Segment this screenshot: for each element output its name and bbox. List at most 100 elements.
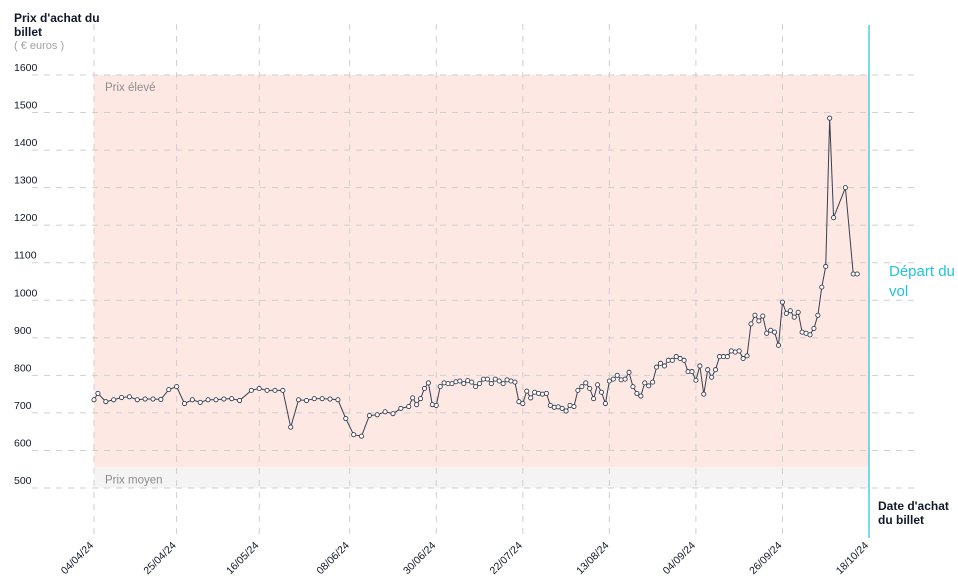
price-point [811,325,817,331]
price-point [547,402,553,408]
x-tick-label: 22/07/24 [488,540,525,577]
x-axis-title: Date d'achat du billet [878,499,949,527]
band-high [94,75,869,468]
price-point [657,360,664,366]
price-point [158,396,164,402]
price-point [264,387,270,393]
price-point [142,396,148,402]
price-point [437,384,443,390]
price-point [598,389,605,395]
y-axis-unit: ( € euros ) [14,40,65,52]
grid-lines [32,24,918,540]
price-markers [91,115,860,439]
y-tick-label: 1200 [14,212,38,224]
price-point [512,379,518,385]
departure-label: Départ du vol [889,263,955,300]
price-point [709,374,715,380]
price-point [697,363,703,369]
price-point [673,354,679,360]
y-tick-label: 800 [14,362,32,374]
price-point [724,354,730,360]
y-tick-label: 1300 [14,175,38,187]
price-point [618,377,624,383]
price-point [787,308,793,314]
price-point [441,380,447,386]
price-point [429,402,435,408]
price-point [752,312,758,318]
price-point [614,372,620,378]
price-point [421,385,428,392]
price-point [406,403,412,410]
price-point [492,376,498,382]
price-point [272,387,278,393]
price-point [366,412,372,419]
price-point [382,409,388,415]
price-point [559,405,565,411]
price-point [831,215,837,221]
price-point [343,415,349,422]
price-point [327,396,333,402]
price-point [823,263,829,270]
band-average [94,467,869,488]
price-point [500,381,506,387]
price-point [414,402,420,408]
price-point [693,377,699,383]
price-point [237,397,243,404]
price-point [571,403,577,410]
price-point [591,396,597,402]
x-tick-label: 13/08/24 [574,540,611,577]
x-tick-label: 04/09/24 [661,540,698,577]
y-tick-label: 600 [14,437,32,449]
price-point [689,369,695,375]
price-point [595,382,601,388]
price-point [95,390,101,396]
price-point [736,348,742,354]
price-point [827,115,833,121]
price-point [740,355,746,362]
price-point [111,397,117,403]
price-point [713,367,719,373]
price-point [677,355,683,362]
price-point [528,395,534,401]
y-tick-label: 1000 [14,287,38,299]
price-point [626,369,632,375]
price-point [583,380,589,386]
price-point [484,376,490,382]
price-point [779,299,786,305]
price-point [425,380,431,386]
price-point [166,387,172,393]
x-tick-label: 16/05/24 [224,540,261,577]
price-point [374,412,380,418]
price-point [563,408,569,414]
price-point [296,397,302,403]
x-tick-label: 26/09/24 [747,540,784,577]
band-label-high: Prix élevé [105,82,156,94]
price-point [335,397,341,403]
x-tick-label: 04/04/24 [59,540,96,577]
price-point [760,313,766,319]
price-point [772,329,778,335]
price-point [681,357,687,363]
price-point [610,376,616,382]
price-point [587,385,593,392]
price-point [606,378,612,384]
price-point [701,391,707,397]
price-point [221,396,227,402]
price-point [819,284,825,290]
price-point [488,381,494,387]
price-point [118,394,125,401]
price-point [854,271,860,277]
price-point [815,312,821,318]
price-point [520,400,526,407]
price-point [181,400,188,407]
price-point [303,397,309,404]
price-point [256,385,262,392]
price-point [543,390,549,396]
price-point [461,381,467,387]
price-point [417,396,424,402]
y-tick-label: 1100 [14,250,37,262]
x-tick-label: 30/06/24 [401,540,438,577]
price-point [783,310,789,316]
price-point [768,327,774,333]
price-point [126,394,132,400]
